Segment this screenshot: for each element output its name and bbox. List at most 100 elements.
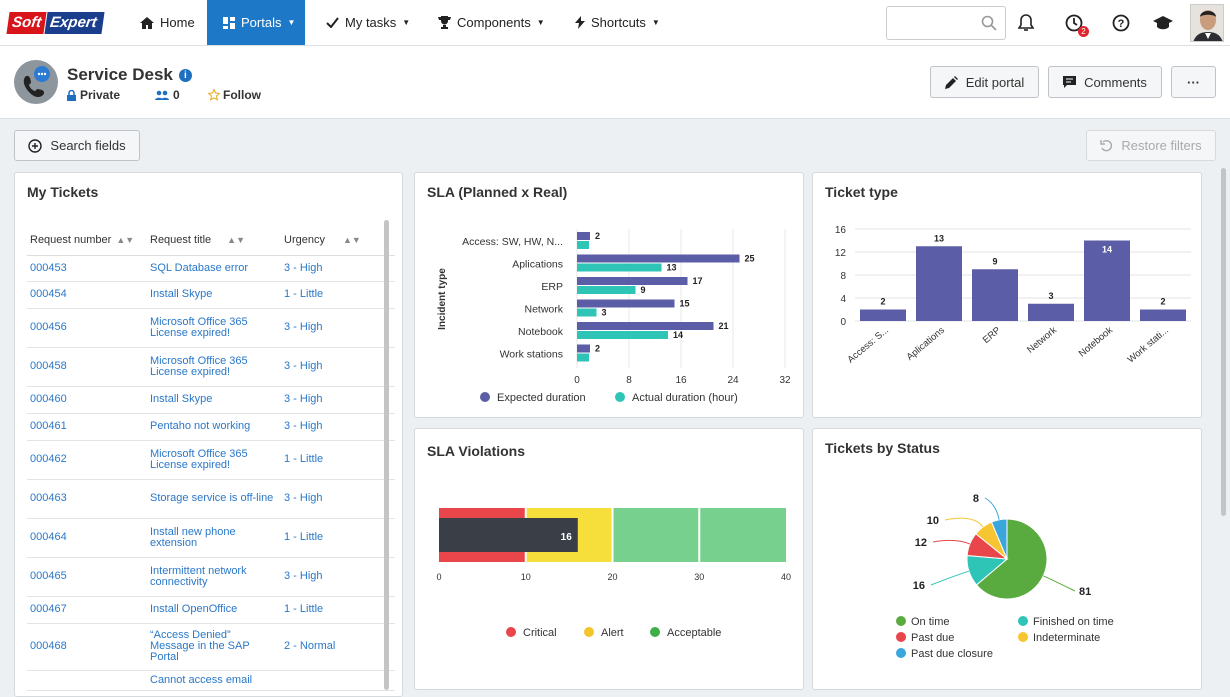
x-tick-label: Notebook [1077,325,1115,360]
search-icon[interactable] [981,15,997,31]
table-row[interactable]: 000462 Microsoft Office 365 License expir… [27,440,395,480]
table-row[interactable]: 000461 Pentaho not working 3 - High [27,413,395,441]
data-label: 3 [1048,291,1053,301]
cell-title[interactable]: SQL Database error [147,255,281,282]
cell-number[interactable]: 000468 [27,623,147,671]
comments-button[interactable]: Comments [1048,66,1162,98]
table-row[interactable]: 000467 Install OpenOffice 1 - Little [27,596,395,624]
cell-title[interactable]: “Access Denied” Message in the SAP Porta… [147,623,281,671]
column-request-title[interactable]: Request title ▲▼ [147,225,281,256]
cell-number[interactable]: 000463 [27,479,147,519]
cell-title[interactable]: Install Skype [147,386,281,414]
category-label: Access: SW, HW, N... [462,236,563,248]
cell-urgency[interactable]: 3 - High [281,308,373,348]
cell-title[interactable]: Microsoft Office 365 License expired! [147,440,281,480]
cell-number[interactable]: 000456 [27,308,147,348]
user-avatar[interactable] [1190,4,1224,42]
softexpert-logo[interactable]: Soft Expert [6,12,105,34]
panel-title: My Tickets [27,184,99,200]
cell-urgency[interactable]: 1 - Little [281,596,373,624]
cell-number[interactable]: 000461 [27,413,147,441]
edit-portal-button[interactable]: Edit portal [930,66,1039,98]
legend-label: Critical [523,627,557,639]
cell-urgency[interactable]: 3 - High [281,413,373,441]
cell-urgency[interactable]: 1 - Little [281,440,373,480]
table-row[interactable]: 000465 Intermittent network connectivity 3… [27,557,395,597]
column-request-number[interactable]: Request number ▲▼ [27,225,147,256]
legend-label: Acceptable [667,627,721,639]
more-options-button[interactable]: ··· [1171,66,1216,98]
cell-number[interactable] [27,670,147,691]
cell-number[interactable]: 000454 [27,281,147,309]
cell-urgency[interactable] [281,670,373,691]
cell-urgency[interactable]: 3 - High [281,255,373,282]
cell-title[interactable]: Microsoft Office 365 License expired! [147,347,281,387]
table-row[interactable]: 000453 SQL Database error 3 - High [27,255,395,282]
cell-urgency[interactable]: 3 - High [281,347,373,387]
table-row[interactable]: 000456 Microsoft Office 365 License expir… [27,308,395,348]
table-row[interactable]: Cannot access email [27,670,395,691]
nav-components[interactable]: Components ▼ [438,0,545,45]
legend-marker [506,627,516,637]
cell-urgency[interactable]: 3 - High [281,479,373,519]
cell-urgency[interactable]: 3 - High [281,386,373,414]
column-urgency[interactable]: Urgency ▲▼ [281,225,373,256]
table-row[interactable]: 000454 Install Skype 1 - Little [27,281,395,309]
sort-icon[interactable]: ▲▼ [116,234,135,245]
sort-icon[interactable]: ▲▼ [342,234,361,245]
members-count[interactable]: 0 [155,88,180,102]
cell-title[interactable]: Microsoft Office 365 License expired! [147,308,281,348]
cell-urgency[interactable]: 1 - Little [281,518,373,558]
table-row[interactable]: 000460 Install Skype 3 - High [27,386,395,414]
table-row[interactable]: 000458 Microsoft Office 365 License expir… [27,347,395,387]
privacy-status: Private [67,88,120,102]
cell-title[interactable]: Pentaho not working [147,413,281,441]
cell-number[interactable]: 000453 [27,255,147,282]
cell-title[interactable]: Storage service is off-line [147,479,281,519]
graduation-cap-icon[interactable] [1152,12,1174,34]
table-row[interactable]: 000464 Install new phone extension 1 - Lit… [27,518,395,558]
cell-number[interactable]: 000458 [27,347,147,387]
legend-marker [1018,616,1028,626]
search-fields-button[interactable]: Search fields [14,130,140,161]
data-label: 2 [1160,297,1165,307]
cell-number[interactable]: 000460 [27,386,147,414]
leader-line [944,517,984,528]
sort-icon[interactable]: ▲▼ [227,234,245,245]
table-row[interactable]: 000463 Storage service is off-line 3 - Hig… [27,479,395,519]
cell-urgency[interactable]: 3 - High [281,557,373,597]
info-icon[interactable]: i [178,68,192,82]
legend-marker [896,648,906,658]
nav-shortcuts[interactable]: Shortcuts ▼ [575,0,660,45]
cell-number[interactable]: 000467 [27,596,147,624]
cell-number[interactable]: 000464 [27,518,147,558]
nav-home[interactable]: Home [128,0,206,45]
x-tick-label: 20 [607,572,617,582]
help-icon[interactable]: ? [1110,12,1132,34]
cell-number[interactable]: 000465 [27,557,147,597]
timer-icon[interactable]: 2 [1063,12,1089,37]
y-tick-label: 4 [840,294,846,305]
cell-title[interactable]: Install OpenOffice [147,596,281,624]
data-label: 2 [595,344,600,354]
nav-my-tasks[interactable]: My tasks ▼ [326,0,410,45]
cell-title[interactable]: Install Skype [147,281,281,309]
cell-title[interactable]: Install new phone extension [147,518,281,558]
cell-number[interactable]: 000462 [27,440,147,480]
follow-button[interactable]: Follow [208,88,261,102]
tickets-scrollbar[interactable] [384,220,389,690]
sla-violations-panel: SLA Violations 16 0 10 20 30 40 Critical Alert A… [414,428,804,690]
restore-filters-button[interactable]: Restore filters [1086,130,1216,161]
x-tick-label: 16 [675,375,687,386]
cell-urgency[interactable]: 2 - Normal [281,623,373,671]
cell-title[interactable]: Intermittent network connectivity [147,557,281,597]
nav-portals[interactable]: Portals ▼ [207,0,305,45]
bell-icon[interactable] [1015,12,1037,34]
cell-title[interactable]: Cannot access email [147,670,281,691]
page-scrollbar[interactable] [1221,168,1226,516]
search-input[interactable] [886,6,1006,40]
table-row[interactable]: 000468 “Access Denied” Message in the SAP… [27,623,395,671]
cell-urgency[interactable]: 1 - Little [281,281,373,309]
x-tick-label: 40 [781,572,791,582]
